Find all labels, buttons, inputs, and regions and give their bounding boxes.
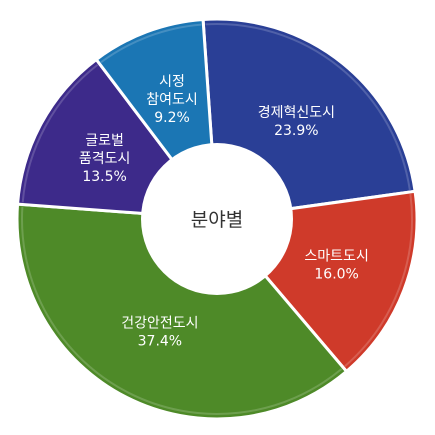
center-label: 분야별 [191, 209, 243, 231]
slice-3-edge [21, 206, 343, 415]
slice-value-label: 23.9% [274, 123, 318, 139]
donut-hole [141, 143, 293, 295]
slice-name-label: 참여도시 [146, 92, 198, 108]
slice-2-edge [344, 193, 413, 368]
slice-1-edge [205, 23, 411, 191]
slice-2-label: 스마트도시 16.0% [304, 249, 368, 283]
slice-name-label: 경제혁신도시 [258, 105, 335, 121]
slice-value-label: 13.5% [82, 169, 126, 185]
slice-name-label: 스마트도시 [304, 249, 368, 265]
slice-name-label: 품격도시 [79, 151, 131, 167]
slice-value-label: 37.4% [138, 333, 182, 349]
slice-name-label: 시정 [159, 74, 185, 90]
slice-name-label: 건강안전도시 [121, 315, 198, 331]
slice-5-edge [100, 23, 202, 64]
slice-3 [15, 202, 349, 421]
slice-3-label: 건강안전도시 37.4% [121, 315, 198, 349]
slice-value-label: 9.2% [154, 110, 190, 126]
slice-value-label: 16.0% [314, 267, 358, 283]
slice-name-label: 글로벌 [85, 133, 124, 149]
slice-1-label: 경제혁신도시 23.9% [258, 105, 335, 139]
slice-4-edge [21, 63, 99, 203]
